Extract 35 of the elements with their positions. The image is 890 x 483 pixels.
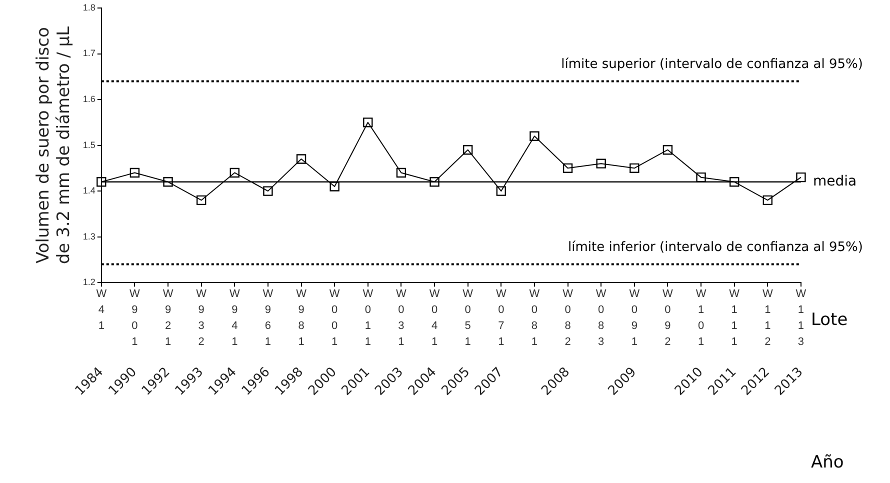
text: W111 — [729, 288, 740, 348]
y-axis-title: Volumen de suero por disco de 3.2 mm de diámetro / µL — [34, 26, 74, 264]
text: W901 — [130, 288, 141, 348]
text: W051 — [462, 288, 474, 348]
text: W961 — [262, 288, 274, 348]
y-tick-label: 1.5 — [82, 140, 96, 150]
y-tick-label: 1.8 — [82, 2, 96, 12]
text: W001 — [329, 288, 340, 348]
text: W41 — [96, 288, 108, 332]
y-tick-label: 1.7 — [82, 48, 96, 58]
text: W981 — [296, 288, 308, 348]
text: W092 — [662, 288, 674, 348]
text: W113 — [796, 288, 807, 348]
y-tick-label: 1.6 — [82, 94, 96, 104]
text: W083 — [596, 288, 607, 348]
text: W041 — [429, 288, 440, 348]
text: W932 — [196, 288, 208, 348]
y-tick-label: 1.3 — [82, 231, 96, 242]
text: W941 — [229, 288, 240, 348]
ref-line-label: media — [812, 174, 857, 190]
x-axis-title: Año — [810, 452, 844, 472]
text: W112 — [762, 288, 774, 348]
text: W031 — [396, 288, 408, 348]
text: W081 — [529, 288, 540, 348]
y-tick-label: 1.2 — [82, 277, 96, 288]
text: W921 — [162, 288, 174, 348]
text: W071 — [496, 288, 507, 348]
y-tick-label: 1.4 — [82, 186, 96, 196]
text: W101 — [696, 288, 707, 348]
text: W082 — [562, 288, 574, 348]
ref-line-label: límite inferior (intervalo de confianza al 95%) — [568, 240, 863, 256]
text: Lote — [810, 310, 848, 330]
text: W091 — [629, 288, 640, 348]
text: W011 — [362, 288, 374, 348]
ref-line-label: límite superior (intervalo de confianza al 95%) — [561, 57, 863, 72]
